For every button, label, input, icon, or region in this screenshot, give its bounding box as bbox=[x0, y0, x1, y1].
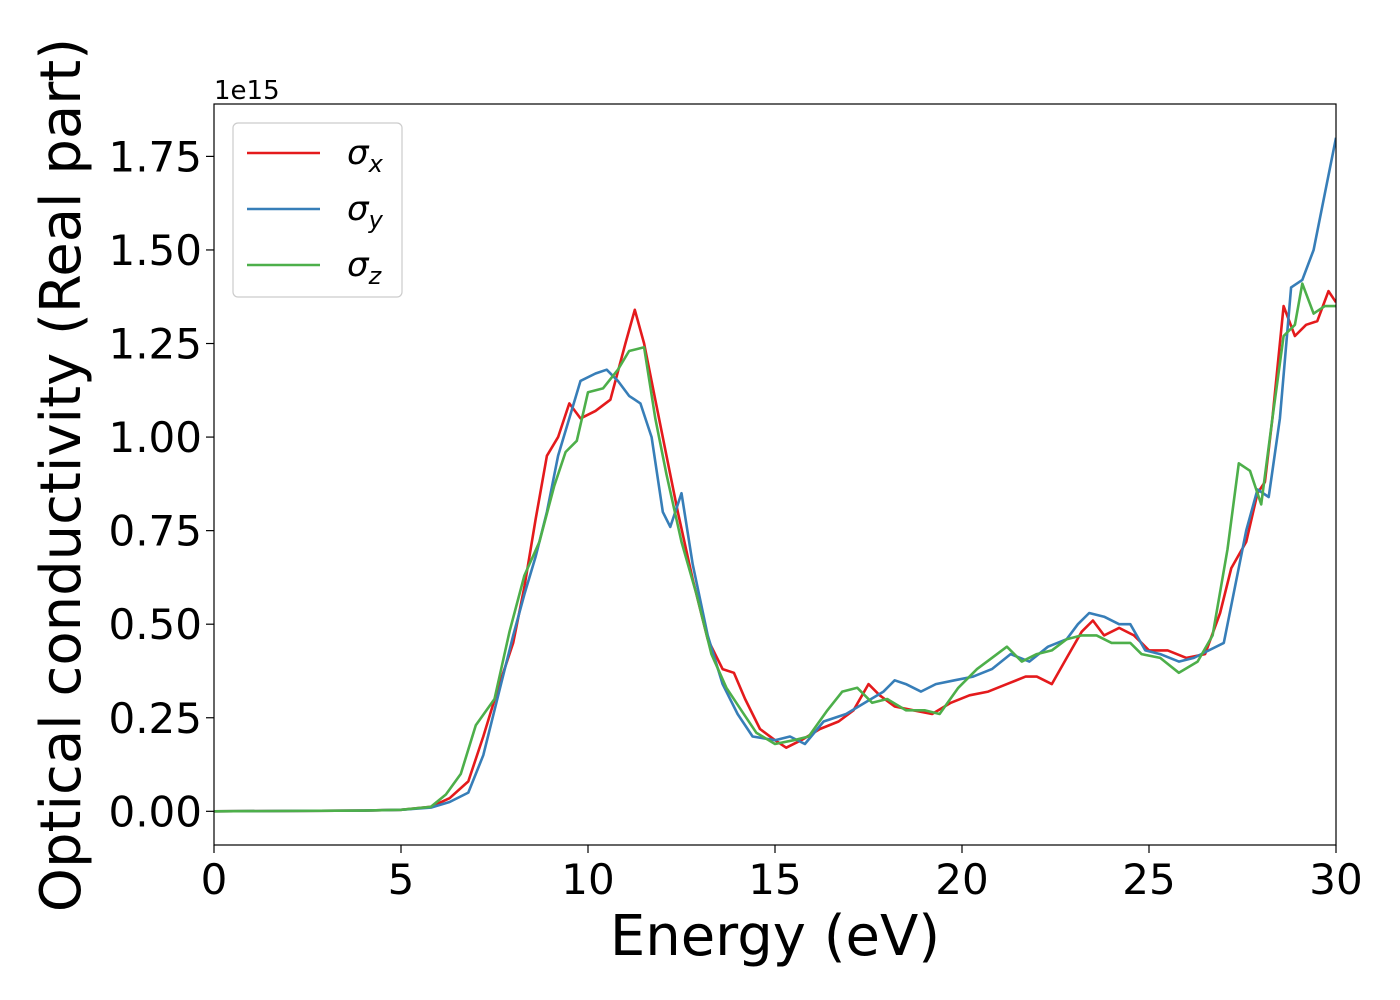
y-axis-ticks: 0.00 0.25 0.50 0.75 1.00 1.25 1.50 1.75 bbox=[108, 132, 214, 836]
x-tick-label: 20 bbox=[935, 855, 988, 904]
x-tick-label: 30 bbox=[1309, 855, 1362, 904]
y-tick-label: 0.25 bbox=[108, 694, 202, 743]
y-tick-label: 0.75 bbox=[108, 507, 202, 556]
x-tick-label: 0 bbox=[201, 855, 228, 904]
y-axis-label: Optical conductivity (Real part) bbox=[29, 38, 94, 912]
y-tick-label: 1.25 bbox=[108, 320, 202, 369]
x-tick-label: 15 bbox=[748, 855, 801, 904]
legend-label-z: σz bbox=[347, 245, 383, 290]
plot-area bbox=[214, 137, 1336, 813]
y-tick-label: 1.50 bbox=[108, 226, 202, 275]
x-axis-label: Energy (eV) bbox=[610, 904, 940, 969]
x-axis-ticks: 0 5 10 15 20 25 30 bbox=[201, 845, 1363, 904]
x-tick-label: 5 bbox=[388, 855, 415, 904]
series-line-z bbox=[214, 282, 1336, 813]
series-line-x bbox=[214, 289, 1336, 813]
y-tick-label: 0.00 bbox=[108, 787, 202, 836]
axes-frame bbox=[213, 103, 1337, 846]
legend-label-y: σy bbox=[347, 189, 384, 234]
legend: σx σy σz bbox=[232, 122, 403, 298]
x-tick-label: 25 bbox=[1122, 855, 1175, 904]
y-scale-label: 1e15 bbox=[214, 76, 280, 106]
y-tick-label: 1.75 bbox=[108, 132, 202, 181]
x-tick-label: 10 bbox=[561, 855, 614, 904]
y-tick-label: 0.50 bbox=[108, 600, 202, 649]
legend-label-x: σx bbox=[347, 133, 384, 178]
y-tick-label: 1.00 bbox=[108, 413, 202, 462]
